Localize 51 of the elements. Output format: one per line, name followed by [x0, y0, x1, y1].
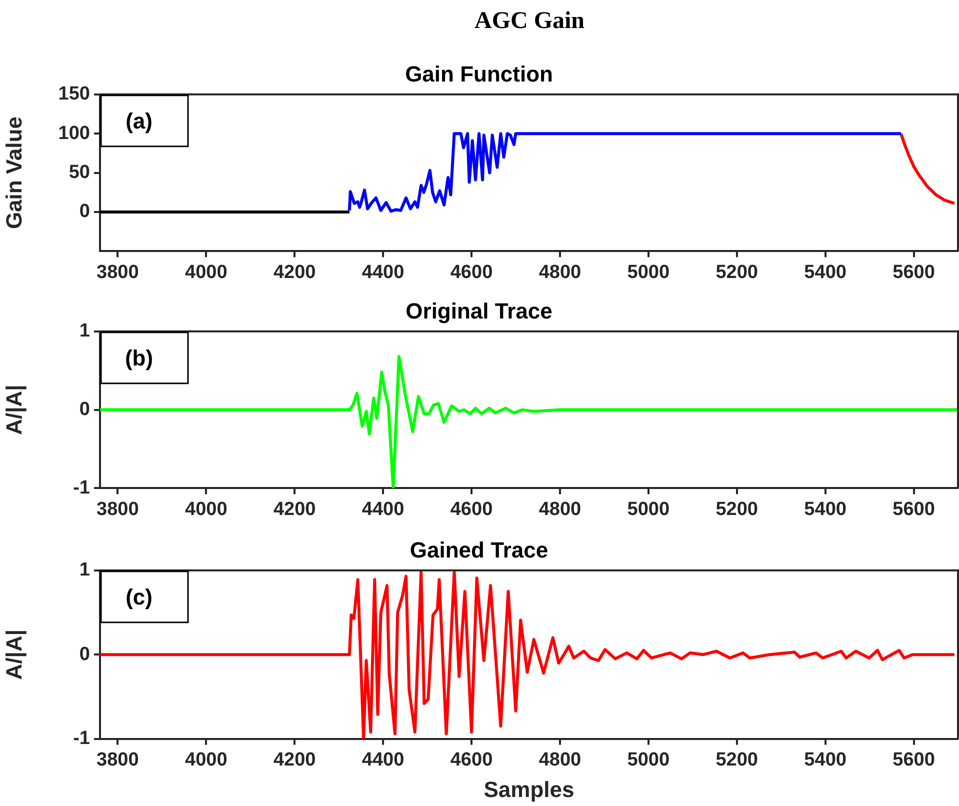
x-tick-label: 3800 [96, 749, 139, 770]
x-tick-label: 5000 [627, 749, 670, 770]
annotation: (b) [124, 345, 154, 370]
y-tick-label: -1 [73, 728, 90, 750]
y-tick-label: 100 [58, 122, 90, 144]
x-tick-label: 5000 [627, 262, 670, 283]
x-tick-label: 5000 [627, 498, 670, 520]
x-tick-label: 4800 [538, 262, 582, 283]
y-axis-title: A/|A| [1, 384, 26, 435]
x-tick-label: 5400 [804, 262, 846, 283]
y-tick-label: -1 [73, 477, 90, 498]
y-tick-label: 150 [58, 84, 90, 105]
x-tick-label: 4200 [273, 498, 316, 520]
x-tick-label: 5400 [804, 498, 846, 520]
x-tick-label: 4600 [450, 498, 493, 520]
x-tick-label: 4000 [185, 262, 228, 283]
chart-title: Gained Trace [410, 537, 548, 562]
chart-title: AGC Gain [473, 8, 586, 35]
x-tick-label: 4200 [273, 262, 316, 283]
chart-title: Original Trace [406, 298, 552, 324]
x-tick-label: 3800 [96, 498, 139, 520]
x-tick-label: 5600 [892, 749, 935, 770]
x-tick-label: 4600 [450, 749, 493, 770]
x-tick-label: 5200 [716, 498, 758, 520]
y-tick-label: 0 [79, 399, 90, 420]
x-tick-label: 4800 [538, 749, 582, 770]
x-tick-label: 4800 [538, 498, 582, 520]
y-tick-label: 50 [68, 162, 90, 184]
y-axis-title: A/|A| [1, 630, 26, 680]
x-tick-label: 5200 [716, 749, 758, 770]
y-tick-label: 0 [79, 201, 90, 222]
x-tick-label: 4400 [362, 749, 404, 770]
chart-subtitle: Gain Function [405, 61, 553, 86]
x-tick-label: 4200 [273, 749, 316, 770]
annotation: (c) [126, 584, 152, 610]
x-tick-label: 4400 [362, 262, 404, 283]
x-tick-label: 4400 [362, 498, 404, 520]
y-tick-label: 1 [79, 320, 90, 342]
x-tick-label: 4000 [185, 498, 228, 520]
x-tick-label: 4600 [450, 262, 493, 283]
x-tick-label: 5200 [716, 262, 758, 283]
x-tick-label: 5600 [892, 262, 935, 283]
y-axis-title: Gain Value [1, 116, 26, 230]
y-tick-label: 0 [79, 644, 90, 665]
x-tick-label: 5600 [892, 498, 935, 520]
x-tick-label: 3800 [96, 262, 139, 283]
x-tick-label: 5400 [804, 749, 846, 770]
y-tick-label: 1 [79, 560, 90, 581]
x-axis-title: Samples [484, 776, 574, 802]
x-tick-label: 4000 [185, 749, 228, 770]
annotation: (a) [126, 108, 152, 134]
